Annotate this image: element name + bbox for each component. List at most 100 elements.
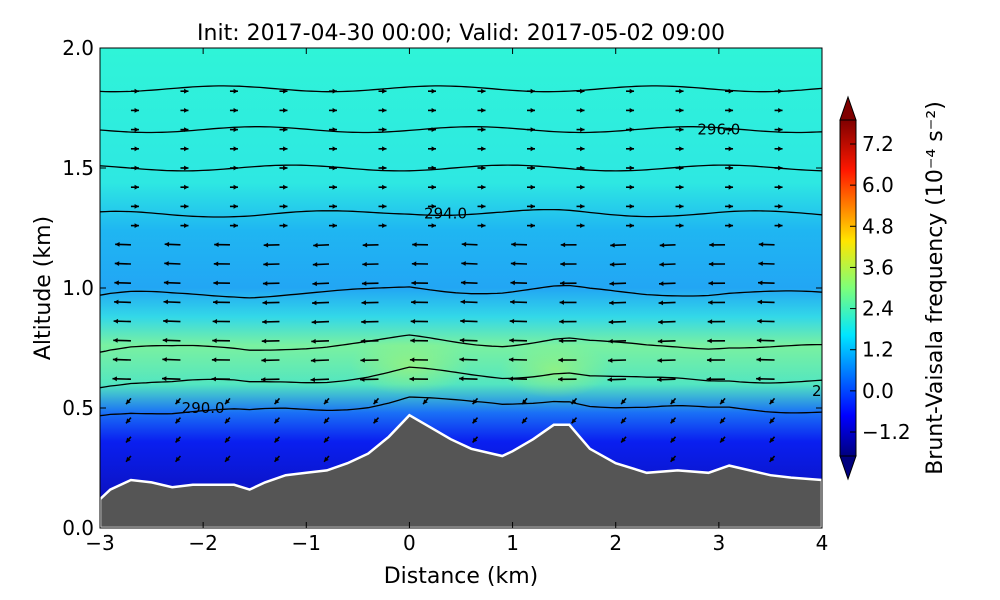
wind-vector-head [373,418,379,424]
wind-vector-head [233,146,238,152]
wind-vector-head [382,88,387,94]
wind-vector-head [530,165,536,171]
wind-vector-head [728,223,734,228]
wind-vector-head [283,108,288,113]
wind-vector-head [769,437,775,443]
wind-vector-head [778,204,783,209]
wind-vector-head [274,418,280,424]
wind-vector-head [778,127,783,132]
wind-vector-head [459,376,464,382]
wind-vector-head [621,437,626,443]
wind-vector-head [134,146,139,152]
wind-vector-head [560,261,565,267]
wind-vector-head [459,357,464,362]
wind-vector-head [621,399,626,405]
wind-vector-head [607,377,613,383]
wind-vector-head [510,280,515,286]
wind-vector-head [769,456,775,462]
wind-vector-head [261,377,266,382]
wind-vector-head [163,280,169,286]
wind-vector-head [659,242,665,248]
wind-vector-head [679,223,684,228]
wind-vector-head [707,319,713,325]
wind-vector-head [670,456,676,462]
wind-vector-head [558,338,564,344]
wind-vector-head [607,358,613,363]
wind-vector-head [126,418,131,424]
wind-vector-head [134,223,139,228]
wind-vector-head [361,281,367,286]
wind-vector-head [728,108,734,113]
x-tick-label: −3 [85,531,114,555]
wind-vector-head [283,165,288,171]
wind-vector-head [580,184,585,190]
wind-vector-head [629,204,635,209]
wind-vector-head [481,165,486,171]
wind-vector-head [670,418,676,424]
wind-vector-head [126,456,131,462]
wind-vector-head [382,204,387,209]
wind-vector-head [411,280,416,286]
wind-vector-head [530,146,536,152]
wind-vector-head [431,204,436,209]
wind-vector-head [609,262,615,267]
wind-vector-head [778,108,783,113]
wind-vector-head [431,88,436,94]
wind-vector-head [558,357,563,363]
wind-vector-head [212,338,217,344]
wind-vector-head [164,241,170,247]
wind-vector-head [373,399,379,405]
colorbar-label: Brunt-Vaisala frequency (10⁻⁴ s⁻²) [923,101,948,475]
wind-vector-head [332,223,337,228]
wind-vector-head [361,319,366,325]
wind-vector-head [609,300,614,306]
wind-vector-head [481,184,486,190]
colorbar-tick-label: 1.2 [862,338,894,362]
theta-contour-line [100,334,822,353]
colorbar-extend-bottom [839,455,857,481]
contour-label: 296.0 [697,121,740,139]
wind-vector-head [175,456,181,462]
wind-vector-head [610,242,615,248]
wind-vector-head [629,108,635,113]
wind-vector-head [162,337,168,343]
wind-vector-head [431,223,436,228]
wind-vector-head [778,223,783,228]
colorbar-tick-label: 0.0 [862,379,894,403]
wind-vector-head [283,204,288,209]
wind-vector-head [658,319,663,325]
wind-vector-head [423,399,428,405]
wind-vector-head [508,357,514,363]
wind-vector-head [658,300,664,306]
wind-vector-head [580,108,585,113]
wind-vector-head [481,88,486,94]
wind-vector-head [708,261,714,267]
wind-vector-head [461,261,466,266]
wind-vector-head [382,127,387,132]
wind-vector-head [261,338,267,344]
wind-vector-head [134,127,139,132]
wind-vector-head [225,418,230,424]
wind-vector-head [263,242,269,248]
wind-vector-head [756,376,761,382]
wind-vector-head [175,418,181,424]
wind-vector-head [332,146,337,152]
wind-vector-head [213,261,219,267]
wind-vector-head [312,300,317,306]
wind-vector-head [580,223,585,228]
wind-vector-head [112,376,117,382]
wind-vector-head [658,281,664,287]
wind-vector-head [509,338,514,343]
wind-vector-head [274,399,280,405]
wind-vector-head [679,127,684,132]
x-tick-label: 0 [403,531,416,555]
wind-vector-head [629,146,635,152]
wind-vector-head [609,281,614,287]
wind-vector-head [115,242,120,247]
wind-vector-head [708,300,713,305]
wind-vector-head [431,146,436,152]
y-tick-label: 1.0 [62,276,94,300]
wind-vector-head [657,338,663,344]
wind-vector-head [659,262,664,267]
wind-vector-head [608,319,614,325]
